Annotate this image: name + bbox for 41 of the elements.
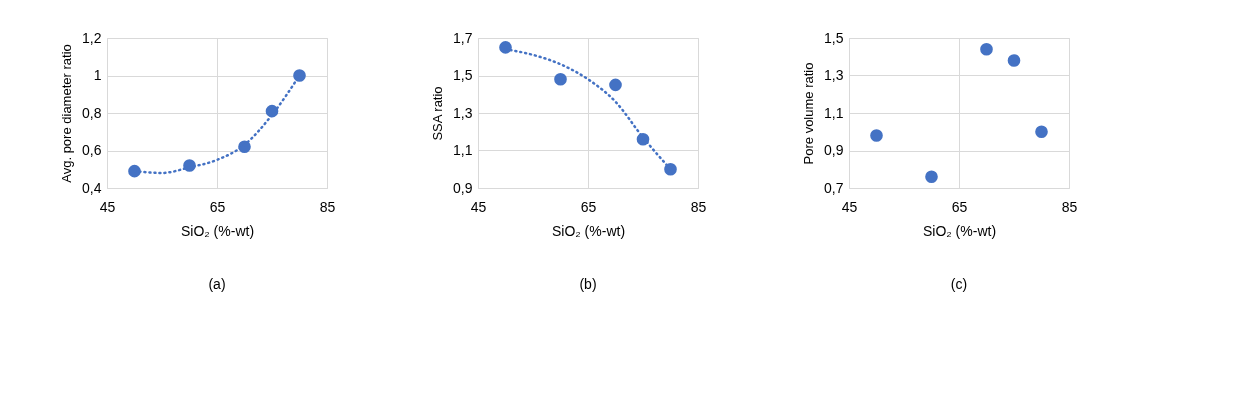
point — [1035, 125, 1048, 139]
text: (a) — [208, 276, 226, 292]
y-tick-label: 1,3 — [824, 67, 844, 83]
text: (b) — [579, 276, 597, 292]
x-tick-label: 85 — [319, 198, 336, 215]
y-tick-label: 0,7 — [824, 179, 844, 196]
y-axis-title: Avg. pore diameter ratio — [59, 44, 75, 183]
x-tick-label: 65 — [951, 198, 968, 215]
y-tick-label: 1,3 — [453, 104, 473, 121]
y-tick-label: 1,7 — [453, 29, 473, 46]
point — [554, 72, 567, 86]
point — [1007, 54, 1021, 67]
y-tick-label: 1,5 — [453, 67, 473, 83]
y-axis-title: Pore volume ratio — [801, 62, 817, 165]
y-tick-label: 0,6 — [82, 142, 102, 158]
y-tick-label: 1,1 — [824, 104, 844, 121]
x-tick-label: 45 — [841, 198, 858, 215]
y-tick-label: 0,4 — [82, 179, 102, 196]
y-tick-label: 0,8 — [82, 104, 102, 121]
point — [293, 69, 306, 82]
x-tick-label: 45 — [99, 198, 116, 215]
x-tick-label: 45 — [470, 198, 487, 215]
point — [870, 129, 883, 142]
y-tick-label: 0,9 — [824, 142, 844, 158]
y-tick-label: 1,1 — [453, 142, 473, 158]
x-tick-label: 85 — [1061, 198, 1078, 215]
point — [980, 42, 993, 56]
y-tick-label: 0,9 — [453, 179, 473, 196]
y-tick-label: 1,2 — [82, 29, 102, 46]
y-tick-label: 1,5 — [824, 29, 844, 46]
y-tick-label: 1 — [93, 67, 102, 83]
point — [609, 78, 622, 92]
x-tick-label: 65 — [580, 198, 597, 215]
x-tick-label: 65 — [209, 198, 226, 215]
text: (c) — [950, 276, 968, 292]
x-tick-label: 85 — [690, 198, 707, 215]
x-axis-title: SiO₂ (%-wt) — [922, 222, 997, 239]
x-axis-title: SiO₂ (%-wt) — [180, 222, 255, 239]
y-axis-title: SSA ratio — [430, 86, 446, 141]
point — [925, 170, 938, 184]
x-axis-title: SiO₂ (%-wt) — [551, 222, 626, 239]
